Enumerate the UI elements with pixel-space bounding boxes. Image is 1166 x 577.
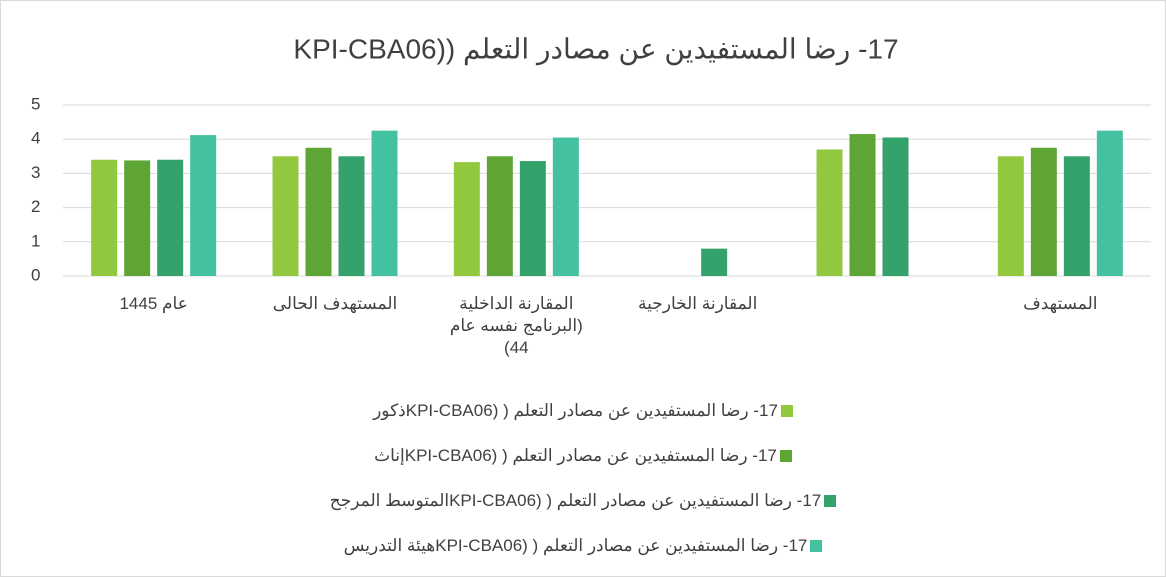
bar (305, 147, 332, 276)
bar (519, 161, 546, 276)
legend-swatch (780, 405, 793, 417)
legend-swatch (824, 495, 837, 507)
y-tick-label: 0 (31, 265, 40, 284)
y-tick-label: 3 (31, 163, 40, 182)
bar (91, 159, 118, 276)
bar (997, 156, 1024, 276)
legend-entry: 17- رضا المستفيدين عن مصادر التعلم ( (KP… (344, 536, 823, 556)
bar (453, 162, 480, 276)
y-tick-label: 2 (31, 197, 40, 216)
bar (816, 149, 843, 276)
bar (486, 156, 513, 276)
legend-entry: 17- رضا المستفيدين عن مصادر التعلم ( (KP… (373, 401, 793, 421)
x-tick-label: عام 1445 (119, 294, 188, 313)
legend-item: 17- رضا المستفيدين عن مصادر التعلم ( (KP… (1, 491, 1165, 511)
legend-label: 17- رضا المستفيدين عن مصادر التعلم ( (KP… (343, 536, 808, 555)
bar (338, 156, 365, 276)
legend-item: 17- رضا المستفيدين عن مصادر التعلم ( (KP… (1, 401, 1165, 421)
x-tick-label: المقارنة الخارجية (638, 294, 758, 313)
bar (1063, 156, 1090, 276)
legend-entry: 17- رضا المستفيدين عن مصادر التعلم ( (KP… (330, 491, 837, 511)
bar (124, 160, 151, 276)
bar (552, 137, 579, 276)
legend-label: 17- رضا المستفيدين عن مصادر التعلم ( (KP… (329, 491, 822, 510)
bar (190, 135, 217, 276)
x-tick-label: المستهدف (1023, 294, 1098, 313)
bar (849, 134, 876, 276)
y-tick-label: 1 (31, 231, 40, 250)
bar (157, 159, 184, 276)
y-tick-label: 4 (31, 129, 40, 148)
chart-title: 17- رضا المستفيدين عن مصادر التعلم ((KPI… (293, 33, 898, 65)
legend-label: 17- رضا المستفيدين عن مصادر التعلم ( (KP… (374, 446, 777, 465)
bar (1096, 130, 1123, 276)
bar (882, 137, 909, 276)
x-tick-label: المقارنة الداخلية (البرنامج نفسه عام 44) (449, 294, 583, 357)
legend-item: 17- رضا المستفيدين عن مصادر التعلم ( (KP… (1, 536, 1165, 556)
y-tick-label: 5 (31, 94, 40, 113)
legend-swatch (779, 450, 792, 462)
bar (272, 156, 299, 276)
legend-entry: 17- رضا المستفيدين عن مصادر التعلم ( (KP… (374, 446, 792, 466)
bar (371, 130, 398, 276)
legend-label: 17- رضا المستفيدين عن مصادر التعلم ( (KP… (373, 401, 778, 420)
bar (1030, 147, 1057, 276)
legend-item: 17- رضا المستفيدين عن مصادر التعلم ( (KP… (1, 446, 1165, 466)
x-tick-label: المستهدف الحالى (272, 294, 398, 313)
bar (701, 248, 728, 276)
legend-swatch (810, 540, 823, 552)
